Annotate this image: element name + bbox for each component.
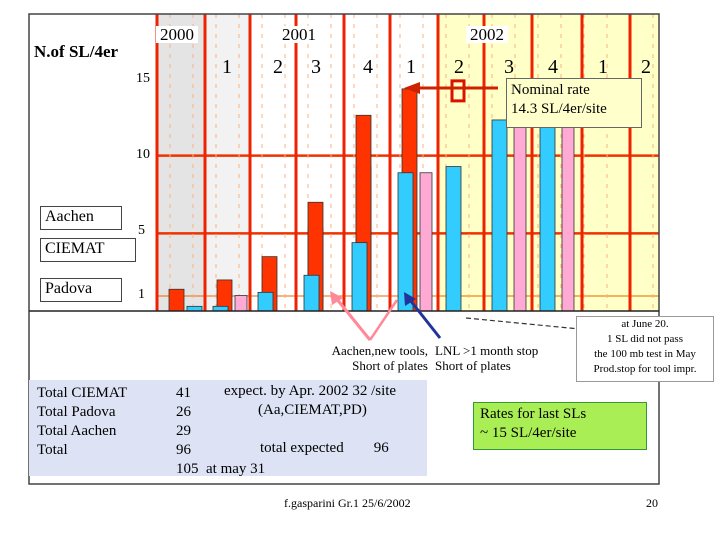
bar-layer: [168, 79, 575, 312]
legend-padova: Padova: [40, 278, 122, 302]
bar-padova: [351, 242, 368, 312]
nominal-arrow-head: [404, 82, 420, 94]
y-tick-label: 10: [136, 147, 150, 162]
chart-frame: [28, 13, 660, 485]
bar-aachen: [513, 119, 527, 312]
y-tick-label: 5: [138, 223, 145, 238]
bar-padova: [257, 291, 274, 312]
year-2000-label: 2000: [156, 26, 198, 43]
y-axis-title: N.of SL/4er: [34, 42, 119, 61]
bar-padova: [303, 274, 320, 312]
quarter-label: 1: [406, 56, 416, 78]
overlay-layer: [28, 13, 660, 485]
lnl-pointer-line: [408, 299, 442, 339]
aachen-pointer-line: [334, 297, 372, 341]
bar-padova: [445, 166, 462, 312]
year-2001-label: 2001: [278, 26, 320, 43]
quarter-label: 2: [273, 56, 283, 78]
nominal-rate-callout: Nominal rate 14.3 SL/4er/site: [506, 78, 642, 128]
total-expected: total expected 96: [260, 440, 389, 456]
quarter-label: 3: [311, 56, 321, 78]
legend-aachen: Aachen: [40, 206, 122, 230]
page-number: 20: [646, 496, 658, 510]
quarter-label: 4: [363, 56, 373, 78]
bar-aachen: [561, 111, 575, 312]
quarter-label: 3: [504, 56, 514, 78]
rates-callout: Rates for last SLs ~ 15 SL/4er/site: [473, 402, 647, 450]
y-tick-label: 15: [136, 71, 150, 86]
bar-padova: [491, 119, 508, 312]
footer-author: f.gasparini Gr.1 25/6/2002: [284, 496, 411, 510]
year-2002-label: 2002: [466, 26, 508, 43]
legend-ciemat: CIEMAT: [40, 238, 136, 262]
bar-ciemat-outline: [450, 79, 466, 103]
quarter-label: 1: [222, 56, 232, 78]
lnl-stop-note: LNL >1 month stop Short of plates: [435, 343, 567, 383]
y-tick-label: 1: [138, 287, 145, 302]
june-reference-line: [465, 317, 591, 331]
june-note: at June 20. 1 SL did not pass the 100 mb…: [576, 316, 714, 382]
period-background: [205, 14, 250, 311]
totals-values: 41 26 29 96 105 at may 31: [176, 385, 266, 477]
bar-aachen: [419, 172, 433, 312]
aachen-pointer-head: [330, 291, 343, 305]
period-background: [157, 14, 205, 311]
bar-aachen: [234, 295, 248, 312]
quarter-label: 2: [454, 56, 464, 78]
lnl-pointer-head: [404, 292, 416, 306]
period-background: [630, 14, 659, 311]
quarter-label: 2: [641, 56, 651, 78]
expect-by-april: expect. by Apr. 2002 32 /site: [224, 383, 397, 399]
bar-ciemat: [168, 288, 185, 312]
quarter-label: 1: [598, 56, 608, 78]
totals-panel: [29, 380, 427, 476]
quarter-label: 4: [548, 56, 558, 78]
aachen-pointer-line-2: [368, 299, 399, 341]
aachen-tools-note: Aachen,new tools, Short of plates: [308, 343, 428, 383]
bar-padova: [397, 172, 414, 312]
expect-sites: (Aa,CIEMAT,PD): [258, 402, 367, 418]
totals-labels: Total CIEMAT Total Padova Total Aachen T…: [37, 385, 128, 458]
period-background: [582, 14, 630, 311]
